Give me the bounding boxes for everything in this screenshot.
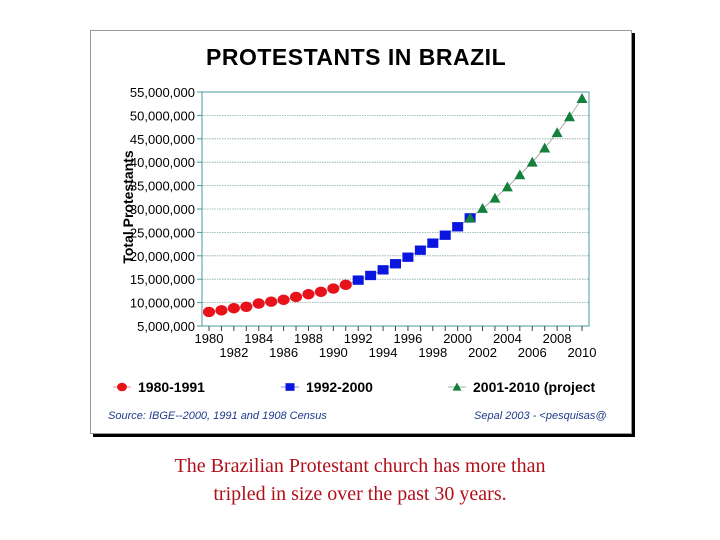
x-tick-label: 1984: [244, 331, 273, 346]
data-point-circle: [227, 302, 240, 314]
data-point-triangle: [464, 212, 476, 223]
protestants-chart: PROTESTANTS IN BRAZIL 55,000,000 50,000,0…: [108, 44, 607, 422]
data-point-circle: [202, 306, 216, 318]
legend-marker-triangle: [452, 382, 462, 391]
y-tick-label: 20,000,000: [130, 249, 195, 264]
series-line: [208, 98, 583, 313]
data-point-triangle: [477, 203, 489, 213]
x-tick-label: 2006: [518, 345, 547, 360]
data-point-circle: [240, 301, 253, 313]
data-point-triangle: [576, 93, 588, 103]
x-tick-label: 1980: [195, 331, 224, 346]
x-tick-label: 1982: [219, 345, 248, 360]
data-point-circle: [277, 294, 290, 306]
y-axis-label: Total Protestants: [120, 150, 136, 264]
data-point-square: [439, 230, 451, 240]
x-tick-label: 1990: [319, 345, 348, 360]
data-point-triangle: [526, 156, 538, 167]
data-point-circle: [265, 296, 278, 307]
data-point-circle: [252, 298, 265, 309]
y-tick-label: 40,000,000: [130, 155, 195, 170]
x-tick-label: 1996: [393, 331, 422, 346]
y-tick-label: 35,000,000: [130, 179, 195, 194]
x-tick-label: 1986: [269, 345, 298, 360]
x-tick-label: 1998: [418, 345, 447, 360]
data-point-square: [377, 265, 389, 275]
y-tick-label: 15,000,000: [130, 272, 195, 287]
data-point-triangle: [551, 127, 563, 138]
data-point-square: [427, 238, 439, 248]
chart-title: PROTESTANTS IN BRAZIL: [206, 44, 506, 70]
data-point-square: [414, 245, 426, 255]
source-right: Sepal 2003 - <pesquisas@: [474, 410, 607, 422]
x-tick-label: 2010: [568, 345, 597, 360]
legend-marker-square: [285, 383, 295, 391]
data-point-square: [352, 275, 364, 285]
legend-marker-circle: [117, 382, 127, 392]
data-point-square: [365, 270, 377, 281]
caption-line-1: The Brazilian Protestant church has more…: [174, 455, 546, 477]
data-point-circle: [215, 305, 228, 316]
x-tick-label: 2000: [443, 331, 472, 346]
y-tick-label: 10,000,000: [130, 296, 195, 311]
caption-line-2: tripled in size over the past 30 years.: [213, 483, 507, 505]
y-tick-label: 45,000,000: [130, 132, 195, 147]
x-tick-label: 2004: [493, 331, 522, 346]
chart-frame: PROTESTANTS IN BRAZIL 55,000,000 50,000,0…: [90, 30, 632, 434]
y-tick-label: 5,000,000: [137, 319, 195, 334]
data-point-square: [402, 252, 414, 262]
data-point-triangle: [539, 142, 551, 153]
data-point-triangle: [489, 192, 501, 203]
data-point-circle: [289, 291, 303, 303]
legend-label: 1980-1991: [138, 379, 205, 395]
data-point-triangle: [564, 111, 576, 122]
x-tick-label: 1992: [344, 331, 373, 346]
legend-label: 1992-2000: [306, 379, 373, 395]
data-point-triangle: [501, 181, 513, 192]
source-left: Source: IBGE--2000, 1991 and 1908 Census: [108, 410, 327, 422]
data-point-circle: [302, 288, 315, 300]
y-tick-label: 30,000,000: [130, 202, 195, 217]
data-point-square: [390, 259, 401, 269]
data-point-triangle: [514, 169, 526, 180]
legend-label: 2001-2010 (project: [473, 379, 596, 395]
x-tick-label: 2002: [468, 345, 497, 360]
y-tick-label: 55,000,000: [130, 85, 195, 100]
y-tick-label: 50,000,000: [130, 108, 195, 123]
data-point-circle: [327, 283, 340, 294]
caption: The Brazilian Protestant church has more…: [0, 452, 720, 508]
y-tick-label: 25,000,000: [130, 225, 195, 240]
x-tick-label: 1994: [369, 345, 398, 360]
data-point-circle: [339, 279, 352, 291]
data-point-circle: [314, 286, 327, 298]
x-tick-label: 2008: [543, 331, 572, 346]
data-point-square: [452, 222, 464, 232]
x-tick-label: 1988: [294, 331, 323, 346]
